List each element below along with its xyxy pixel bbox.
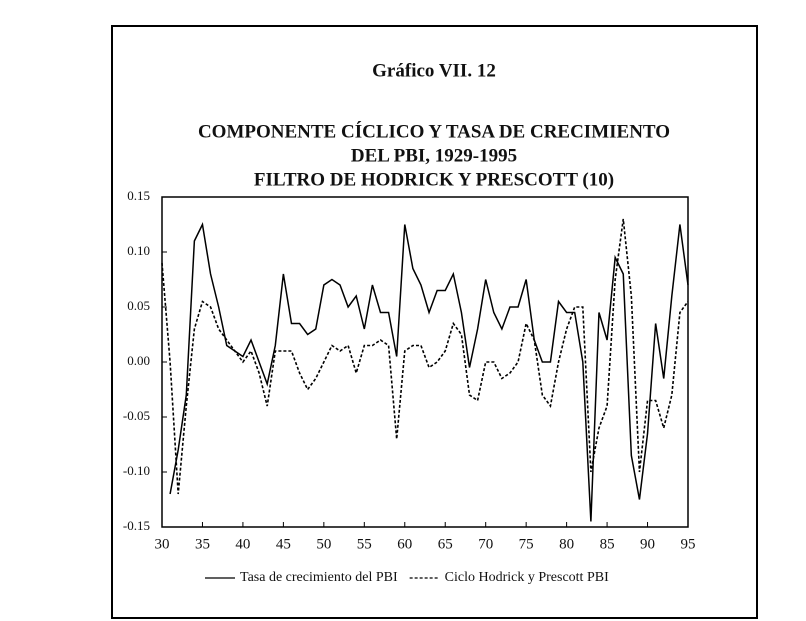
x-tick-label: 40 xyxy=(235,536,250,552)
legend-label: Ciclo Hodrick y Prescott PBI xyxy=(445,570,609,585)
plot-frame xyxy=(161,196,689,528)
x-tick-label: 45 xyxy=(276,536,291,552)
y-tick-label: 0.05 xyxy=(127,298,150,313)
x-tick-label: 75 xyxy=(519,536,534,552)
legend-label: Tasa de crecimiento del PBI xyxy=(240,570,398,585)
y-tick-label: 0.15 xyxy=(127,188,150,203)
y-tick-label: -0.10 xyxy=(123,463,150,478)
x-tick-label: 35 xyxy=(195,536,210,552)
chart-subtitle: DEL PBI, 1929-1995 xyxy=(351,145,517,166)
chart-subtitle: COMPONENTE CÍCLICO Y TASA DE CRECIMIENTO xyxy=(198,120,670,142)
x-tick-label: 65 xyxy=(438,536,453,552)
page-border xyxy=(111,25,758,619)
x-tick-label: 85 xyxy=(600,536,615,552)
y-tick-label: -0.05 xyxy=(123,408,150,423)
y-tick-label: 0.10 xyxy=(127,243,150,258)
x-tick-label: 50 xyxy=(316,536,331,552)
chart-subtitle: FILTRO DE HODRICK Y PRESCOTT (10) xyxy=(254,169,614,190)
x-tick-label: 70 xyxy=(478,536,493,552)
x-tick-label: 55 xyxy=(357,536,372,552)
series-line xyxy=(161,218,689,495)
y-tick-label: 0.00 xyxy=(127,353,150,368)
chart-title: Gráfico VII. 12 xyxy=(372,60,496,81)
y-tick-label: -0.15 xyxy=(123,518,150,533)
x-tick-label: 90 xyxy=(640,536,655,552)
x-tick-label: 60 xyxy=(397,536,412,552)
x-tick-label: 80 xyxy=(559,536,574,552)
x-tick-label: 30 xyxy=(155,536,170,552)
series-line xyxy=(169,222,689,522)
x-tick-label: 95 xyxy=(681,536,696,552)
